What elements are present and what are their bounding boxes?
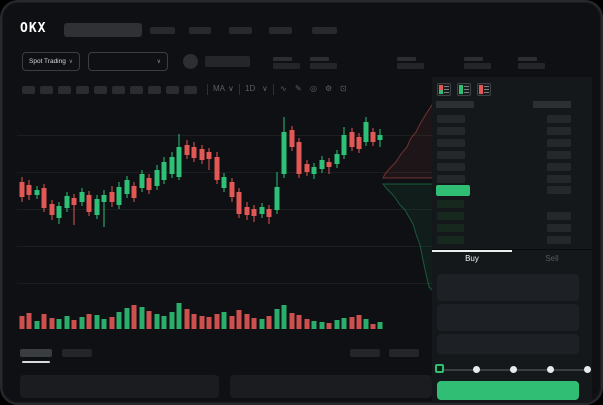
order-book-row[interactable] bbox=[432, 200, 592, 208]
search-input[interactable] bbox=[64, 23, 142, 37]
screenshot-icon[interactable]: ◎ bbox=[310, 84, 317, 93]
trade-tabs: Buy Sell bbox=[432, 249, 592, 267]
pair-name-placeholder bbox=[205, 56, 250, 67]
order-book-row[interactable] bbox=[432, 175, 592, 183]
ticker-stat-label bbox=[273, 57, 292, 61]
orders-panel-placeholder bbox=[20, 375, 219, 398]
coin-icon bbox=[183, 54, 198, 69]
chevron-down-icon[interactable]: ∨ bbox=[228, 84, 234, 93]
market-type-label: Spot Trading bbox=[29, 58, 66, 65]
timeframe-button[interactable] bbox=[112, 86, 125, 94]
order-book-row[interactable] bbox=[432, 212, 592, 220]
price-chart-svg bbox=[17, 100, 435, 329]
amount-slider-handle[interactable] bbox=[435, 364, 444, 373]
chevron-down-icon[interactable]: ∨ bbox=[262, 84, 268, 93]
timeframe-button[interactable] bbox=[76, 86, 89, 94]
slider-stop-50[interactable] bbox=[510, 366, 517, 373]
ticker-stat-label bbox=[464, 57, 483, 61]
indicator-dropdown[interactable]: MA bbox=[213, 84, 225, 93]
pair-selector[interactable]: ∨ bbox=[88, 52, 168, 71]
last-price-bar[interactable] bbox=[436, 185, 470, 196]
amount-field[interactable] bbox=[437, 304, 579, 331]
buy-button[interactable] bbox=[437, 381, 579, 400]
order-book-row[interactable] bbox=[432, 151, 592, 159]
order-book-row[interactable] bbox=[432, 127, 592, 135]
timeframe-button[interactable] bbox=[184, 86, 197, 94]
line-chart-icon[interactable]: ∿ bbox=[280, 84, 287, 93]
order-book-panel: Buy Sell bbox=[432, 77, 592, 403]
fullscreen-icon[interactable]: ⊡ bbox=[340, 84, 347, 93]
volume-series bbox=[19, 303, 383, 329]
bottom-tab[interactable] bbox=[62, 349, 92, 357]
tab-buy[interactable]: Buy bbox=[465, 254, 479, 263]
okx-logo: OKX bbox=[20, 21, 47, 36]
slider-stop-75[interactable] bbox=[547, 366, 554, 373]
ticker-stat-value bbox=[464, 63, 491, 69]
timeframe-button[interactable] bbox=[166, 86, 179, 94]
order-book-row[interactable] bbox=[432, 236, 592, 244]
orderbook-bids bbox=[432, 200, 592, 248]
tab-sell[interactable]: Sell bbox=[545, 254, 559, 263]
timeframe-button[interactable] bbox=[94, 86, 107, 94]
orderbook-combined-view-icon[interactable] bbox=[437, 83, 451, 96]
ticker-stat-value bbox=[273, 63, 300, 69]
chevron-down-icon: ∨ bbox=[156, 58, 161, 65]
orderbook-bids-view-icon[interactable] bbox=[457, 83, 471, 96]
orderbook-asks-view-icon[interactable] bbox=[477, 83, 491, 96]
ticker-stat-value bbox=[518, 63, 545, 69]
ticker-stat-label bbox=[518, 57, 537, 61]
slider-stop-25[interactable] bbox=[473, 366, 480, 373]
orderbook-asks bbox=[432, 115, 592, 187]
timeframe-button[interactable] bbox=[130, 86, 143, 94]
total-field[interactable] bbox=[437, 334, 579, 354]
order-book-row[interactable] bbox=[432, 224, 592, 232]
ticker-stat-label bbox=[310, 57, 329, 61]
bottom-tab-active[interactable] bbox=[20, 349, 52, 357]
bottom-tab[interactable] bbox=[389, 349, 419, 357]
timeframe-button[interactable] bbox=[22, 86, 35, 94]
history-panel-placeholder bbox=[230, 375, 432, 398]
price-chart[interactable] bbox=[17, 97, 435, 332]
candlestick-series bbox=[19, 117, 383, 227]
last-price-side-placeholder bbox=[547, 186, 571, 194]
ticker-stat-value bbox=[310, 63, 337, 69]
buy-tab-indicator bbox=[432, 250, 512, 252]
chart-settings-icon[interactable]: ⚙ bbox=[325, 84, 333, 93]
bottom-tab[interactable] bbox=[350, 349, 380, 357]
timeframe-button[interactable] bbox=[40, 86, 53, 94]
nav-item[interactable] bbox=[189, 27, 211, 34]
chevron-down-icon: ∨ bbox=[68, 58, 73, 65]
market-type-selector[interactable]: Spot Trading ∨ bbox=[22, 52, 80, 71]
active-tab-underline bbox=[22, 361, 50, 363]
depth-overlay bbox=[381, 100, 435, 294]
ticker-stat-value bbox=[397, 63, 424, 69]
nav-item[interactable] bbox=[229, 27, 252, 34]
nav-item[interactable] bbox=[312, 27, 337, 34]
price-field[interactable] bbox=[437, 274, 579, 301]
ticker-stat-label bbox=[397, 57, 416, 61]
order-book-row[interactable] bbox=[432, 139, 592, 147]
nav-item[interactable] bbox=[150, 27, 175, 34]
order-book-row[interactable] bbox=[432, 163, 592, 171]
gridlines bbox=[17, 135, 432, 284]
order-book-row[interactable] bbox=[432, 115, 592, 123]
timeframe-button[interactable] bbox=[58, 86, 71, 94]
nav-item[interactable] bbox=[269, 27, 292, 34]
timeframe-button[interactable] bbox=[148, 86, 161, 94]
interval-dropdown[interactable]: 1D bbox=[245, 84, 256, 93]
orderbook-column-headers bbox=[432, 101, 592, 108]
draw-tool-icon[interactable]: ✎ bbox=[295, 84, 302, 93]
orderbook-view-modes bbox=[437, 83, 491, 96]
slider-stop-100[interactable] bbox=[584, 366, 591, 373]
